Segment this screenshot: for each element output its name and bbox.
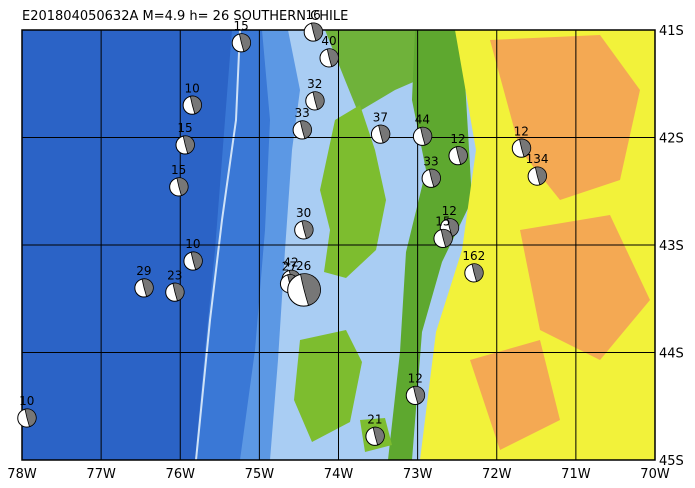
depth-label: 33 bbox=[294, 106, 309, 120]
beachball-compression bbox=[420, 126, 433, 146]
beachball: 12 bbox=[405, 372, 426, 405]
beachball-compression bbox=[440, 228, 453, 248]
beachball-compression bbox=[326, 48, 339, 67]
lat-tick-label: 44S bbox=[659, 347, 684, 362]
beachball-compression bbox=[299, 120, 313, 140]
beachball: 29 bbox=[134, 264, 154, 298]
depth-label: 15 bbox=[171, 163, 186, 177]
beachball: 21 bbox=[365, 412, 385, 446]
beachball-compression bbox=[455, 146, 468, 165]
depth-label: 134 bbox=[526, 152, 549, 166]
map-title: E201804050632A M=4.9 h= 26 SOUTHERN CHIL… bbox=[22, 9, 348, 24]
beachball: 44 bbox=[412, 112, 433, 146]
beachball: 32 bbox=[305, 77, 325, 111]
beachball-compression bbox=[182, 135, 195, 155]
depth-label: 10 bbox=[185, 237, 200, 251]
depth-label: 42 bbox=[283, 255, 298, 269]
beachball: 134 bbox=[526, 152, 549, 186]
lon-tick-label: 72W bbox=[482, 467, 512, 482]
depth-label: 33 bbox=[423, 154, 438, 168]
lon-tick-label: 75W bbox=[245, 467, 275, 482]
depth-label: 32 bbox=[307, 77, 322, 91]
beachball-compression bbox=[378, 124, 391, 144]
beachball: 10 bbox=[17, 394, 37, 428]
lat-tick-label: 41S bbox=[659, 24, 684, 39]
beachball-compression bbox=[372, 426, 385, 446]
beachball-compression bbox=[310, 22, 324, 42]
depth-label: 15 bbox=[177, 121, 192, 135]
beachball-compression bbox=[190, 251, 203, 271]
depth-label: 27 bbox=[282, 260, 297, 274]
beachball: 10 bbox=[183, 237, 203, 271]
lon-tick-label: 71W bbox=[561, 467, 591, 482]
beachball: 33 bbox=[292, 106, 313, 140]
depth-label: 15 bbox=[435, 215, 450, 229]
depth-label: 162 bbox=[462, 249, 485, 263]
depth-label: 12 bbox=[442, 204, 457, 218]
depth-label: 12 bbox=[450, 132, 465, 146]
beachball-compression bbox=[300, 273, 321, 306]
beachball: 15 bbox=[169, 163, 189, 197]
frame bbox=[21, 29, 656, 461]
beachball-compression bbox=[312, 91, 325, 110]
beachball: 16 bbox=[303, 8, 324, 42]
lat-tick-label: 42S bbox=[659, 132, 684, 147]
depth-label: 21 bbox=[367, 412, 382, 426]
beachball: 12 bbox=[511, 124, 532, 158]
lon-tick-label: 73W bbox=[403, 467, 433, 482]
beachball-compression bbox=[519, 138, 532, 158]
beachball: 12 bbox=[439, 204, 460, 238]
beachball: 37 bbox=[370, 110, 391, 144]
beachball-compression bbox=[301, 220, 314, 239]
beachball: 10 bbox=[182, 81, 203, 115]
depth-label: 10 bbox=[184, 81, 199, 95]
beachball-compression bbox=[447, 218, 460, 237]
beachball: 26 bbox=[287, 259, 321, 307]
beachball: 12 bbox=[448, 132, 468, 166]
depth-label: 12 bbox=[514, 124, 529, 138]
beachball-compression bbox=[471, 263, 484, 282]
depth-label: 40 bbox=[321, 34, 336, 48]
depth-label: 12 bbox=[408, 372, 423, 386]
beachball-compression bbox=[24, 408, 37, 428]
depth-label: 37 bbox=[373, 110, 388, 124]
depth-label: 15 bbox=[234, 19, 249, 33]
beachball-compression bbox=[428, 168, 441, 188]
depth-label: 23 bbox=[167, 268, 182, 282]
lon-tick-label: 76W bbox=[166, 467, 196, 482]
beachball-compression bbox=[238, 33, 252, 52]
depth-label: 10 bbox=[19, 394, 34, 408]
lat-tick-label: 45S bbox=[659, 454, 684, 469]
beachball: 23 bbox=[165, 268, 185, 302]
beachball-compression bbox=[176, 177, 189, 196]
beachball: 40 bbox=[319, 34, 339, 68]
beachball-compression bbox=[412, 385, 426, 405]
lon-tick-label: 70W bbox=[640, 467, 670, 482]
beachball: 15 bbox=[231, 19, 252, 53]
lon-tick-label: 74W bbox=[324, 467, 354, 482]
lat-tick-label: 43S bbox=[659, 239, 684, 254]
beachball: 15 bbox=[175, 121, 195, 155]
depth-label: 44 bbox=[415, 112, 430, 126]
beachball-compression bbox=[189, 95, 203, 115]
beachball: 30 bbox=[294, 206, 314, 240]
depth-label: 29 bbox=[136, 264, 151, 278]
beachball: 33 bbox=[421, 154, 441, 188]
lon-tick-label: 78W bbox=[7, 467, 37, 482]
depth-label: 26 bbox=[296, 259, 311, 273]
lon-tick-label: 77W bbox=[86, 467, 116, 482]
beachball-compression bbox=[172, 282, 185, 302]
beachball-compression bbox=[534, 166, 548, 186]
beachball: 15 bbox=[433, 215, 453, 249]
depth-label: 16 bbox=[306, 8, 321, 22]
beachball-compression bbox=[141, 278, 154, 298]
beachball: 162 bbox=[462, 249, 485, 283]
depth-label: 30 bbox=[296, 206, 311, 220]
